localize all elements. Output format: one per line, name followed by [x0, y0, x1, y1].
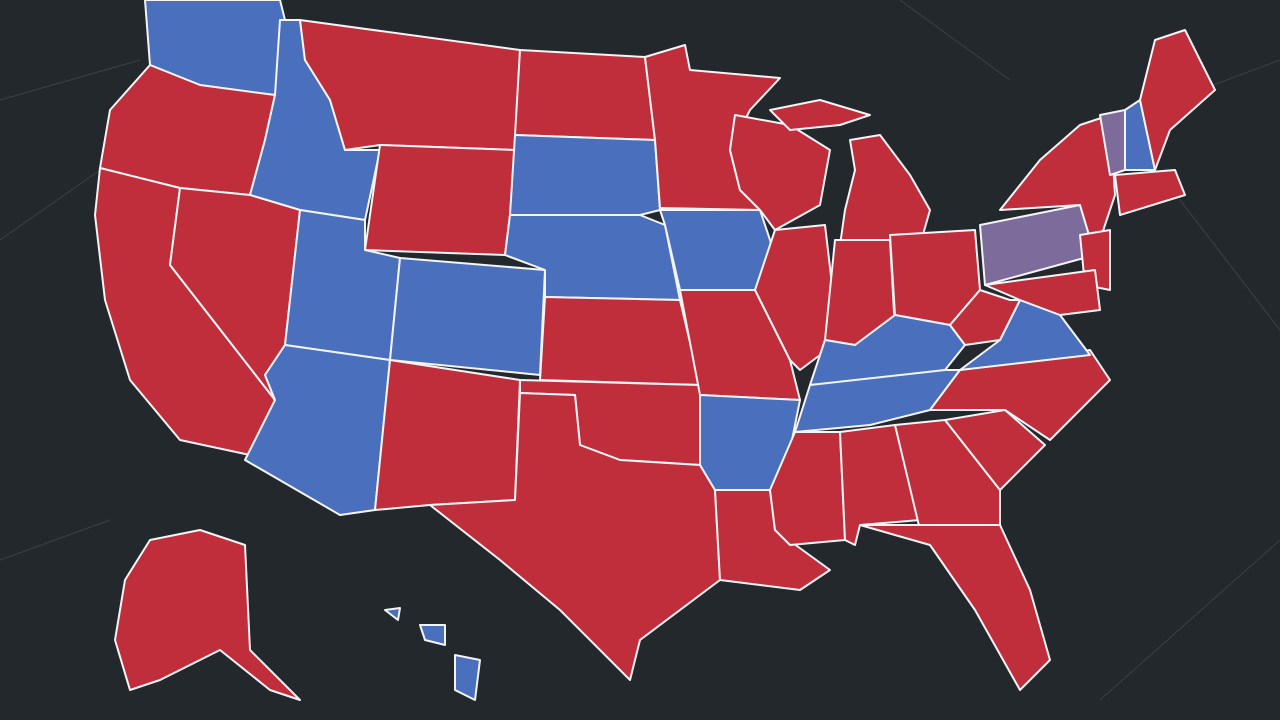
state: [659, 209, 776, 291]
state: [429, 392, 721, 681]
state: [1114, 169, 1186, 216]
decor-line: [0, 519, 111, 561]
island: [419, 624, 446, 646]
state: [679, 289, 801, 401]
state: [514, 49, 656, 141]
states: [94, 0, 1216, 701]
state: [539, 296, 701, 386]
state: [859, 524, 1051, 691]
decor-line: [0, 169, 101, 241]
decor-line: [1099, 539, 1280, 701]
state: [984, 269, 1101, 316]
state: [114, 529, 301, 701]
state: [754, 224, 836, 371]
state: [1139, 29, 1216, 171]
state: [944, 409, 1046, 491]
island: [384, 607, 401, 621]
state: [374, 359, 521, 511]
decor-line: [899, 0, 1011, 81]
state: [929, 349, 1111, 441]
state: [389, 257, 546, 376]
decor-lines: [0, 0, 1280, 701]
state: [769, 99, 871, 131]
island: [454, 654, 481, 701]
state: [364, 144, 516, 256]
decor-line: [0, 59, 141, 101]
decor-line: [1179, 199, 1280, 331]
state: [894, 419, 1001, 531]
state: [509, 134, 661, 216]
